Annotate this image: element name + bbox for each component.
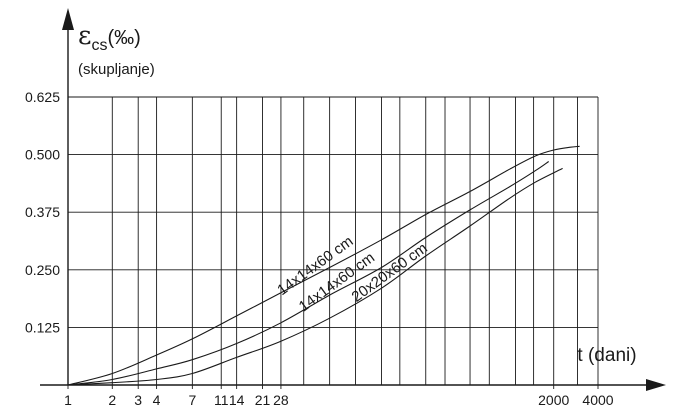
x-tick-label: 4000	[582, 392, 613, 408]
x-tick-label: 3	[134, 392, 142, 408]
series-line-3	[67, 167, 563, 386]
x-tick-label: 4	[153, 392, 161, 408]
y-axis-title: εcs(‰)	[78, 21, 141, 54]
y-tick-label: 0.625	[25, 89, 60, 105]
tick-labels: 0.125 0.250 0.375 0.500 0.625 1 2 3 4 7 11 14 21 28 20…	[25, 89, 614, 408]
x-tick-label: 11	[214, 392, 229, 408]
x-axis-title: t (dani)	[577, 345, 636, 366]
x-tick-label: 7	[188, 392, 196, 408]
y-tick-label: 0.375	[25, 204, 60, 220]
series-line-1	[67, 145, 580, 386]
x-tick-label: 28	[273, 392, 289, 408]
y-axis-unit: (‰)	[107, 27, 140, 49]
grid-lines	[68, 96, 599, 385]
x-tick-label: 14	[229, 392, 245, 408]
y-tick-label: 0.250	[25, 262, 60, 278]
x-axis-arrow-icon	[646, 379, 666, 391]
axes	[40, 8, 666, 391]
x-tick-label: 2	[108, 392, 116, 408]
x-tick-label: 2000	[538, 392, 569, 408]
series-line-2	[67, 161, 550, 386]
shrinkage-curves	[67, 145, 580, 386]
x-tick-label: 21	[255, 392, 271, 408]
y-axis-subscript: cs	[91, 37, 107, 54]
x-tick-label: 1	[64, 392, 72, 408]
y-axis-arrow-icon	[62, 8, 74, 30]
y-tick-label: 0.125	[25, 319, 60, 335]
y-tick-label: 0.500	[25, 147, 60, 163]
y-axis-symbol: ε	[78, 21, 91, 51]
y-axis-note: (skupljanje)	[78, 61, 155, 78]
